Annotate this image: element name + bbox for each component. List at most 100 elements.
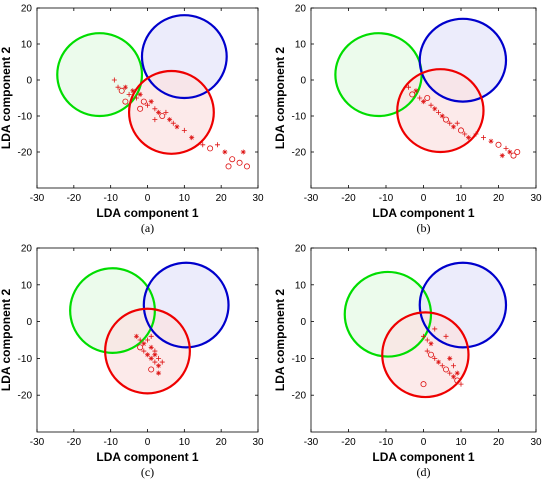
data-point — [111, 77, 117, 83]
data-point — [436, 109, 441, 115]
data-point — [174, 124, 180, 130]
class-region-circle-0 — [69, 267, 156, 354]
x-tick-label: -20 — [341, 193, 356, 204]
x-tick-label: -20 — [67, 193, 82, 204]
data-point — [481, 135, 486, 141]
x-tick-label: 30 — [530, 437, 542, 448]
x-tick-label: 0 — [421, 437, 427, 448]
data-point — [495, 141, 502, 148]
data-point — [454, 377, 461, 384]
data-point — [499, 153, 505, 159]
class-region-fill-2 — [105, 308, 190, 394]
data-point — [145, 337, 150, 343]
data-point — [432, 326, 438, 332]
data-point — [503, 145, 509, 151]
x-axis-label: LDA component 1 — [372, 450, 475, 464]
class-region-circle-0 — [343, 270, 433, 358]
x-tick-label: 0 — [421, 193, 427, 204]
x-tick-label: -30 — [304, 437, 319, 448]
data-point — [432, 106, 438, 112]
data-point — [421, 99, 426, 105]
data-point — [447, 120, 453, 126]
data-point — [439, 363, 445, 369]
data-point — [428, 341, 434, 347]
data-point — [466, 135, 471, 141]
data-point — [214, 142, 220, 148]
y-tick-label: 20 — [21, 244, 33, 255]
data-point — [454, 370, 460, 376]
x-tick-label: 0 — [145, 437, 151, 448]
data-point — [118, 87, 125, 94]
x-tick-label: -10 — [103, 437, 118, 448]
y-tick-label: 0 — [26, 76, 32, 87]
y-tick-label: 20 — [295, 244, 307, 255]
class-region-circle-1 — [418, 261, 508, 349]
x-tick-label: 20 — [493, 193, 505, 204]
data-point — [409, 91, 416, 98]
x-tick-label: -10 — [379, 193, 394, 204]
class-region-circle-2 — [127, 69, 215, 155]
data-point — [159, 113, 166, 120]
class-region-fill-2 — [382, 312, 469, 398]
data-point — [133, 333, 139, 339]
data-point — [243, 163, 250, 170]
data-point — [200, 142, 206, 148]
x-tick-label: -30 — [30, 193, 45, 204]
class-region-fill-0 — [57, 33, 142, 116]
data-point — [156, 355, 162, 361]
data-point — [451, 363, 456, 369]
class-region-circle-2 — [104, 307, 191, 395]
data-point — [189, 135, 195, 141]
x-tick-label: 10 — [455, 193, 467, 204]
chart-panel-a: -30 -20 -10 0 10 20 30 20 10 0 -10 -20 LDA component… — [0, 4, 264, 236]
y-tick-label: 20 — [295, 4, 307, 15]
x-tick-label: -30 — [304, 193, 319, 204]
data-point — [457, 127, 464, 134]
data-point — [428, 102, 434, 108]
plot-area — [69, 261, 230, 395]
data-point — [156, 109, 162, 115]
data-point — [130, 88, 136, 94]
data-point — [458, 381, 464, 387]
data-point — [148, 99, 154, 105]
data-point — [145, 102, 150, 108]
y-tick-label: -10 — [292, 354, 307, 365]
panel-caption: (d) — [417, 465, 431, 479]
y-tick-label: -20 — [18, 391, 33, 402]
y-tick-label: -10 — [18, 112, 33, 123]
data-point — [451, 374, 456, 380]
x-tick-label: -20 — [67, 437, 82, 448]
x-tick-label: 30 — [252, 193, 264, 204]
chart-panel-d: -30 -20 -10 0 10 20 30 20 10 0 -10 -20 LDA component… — [273, 244, 542, 480]
data-point — [417, 95, 423, 101]
data-point — [148, 355, 154, 361]
y-tick-label: 0 — [26, 317, 32, 328]
x-tick-label: 10 — [455, 437, 467, 448]
data-point — [240, 149, 246, 155]
y-tick-label: -20 — [18, 148, 33, 159]
y-tick-label: -20 — [292, 391, 307, 402]
class-region-circle-1 — [142, 261, 230, 349]
data-point — [156, 363, 162, 369]
data-point — [443, 333, 449, 339]
data-point — [436, 359, 441, 365]
data-point — [126, 91, 132, 97]
y-tick-label: 10 — [295, 40, 307, 51]
data-point — [167, 117, 173, 123]
data-point — [137, 344, 144, 351]
x-tick-label: -10 — [103, 193, 118, 204]
class-region-circle-2 — [396, 68, 485, 154]
data-point — [510, 152, 517, 159]
data-point — [424, 95, 431, 102]
chart-panel-c: -30 -20 -10 0 10 20 30 20 10 0 -10 -20 LDA component… — [0, 244, 264, 480]
x-tick-label: 30 — [252, 437, 264, 448]
data-point — [145, 352, 150, 358]
y-tick-label: 10 — [295, 280, 307, 291]
data-point — [236, 159, 243, 166]
x-axis-label: LDA component 1 — [96, 206, 199, 220]
data-point — [141, 348, 147, 354]
x-tick-label: -30 — [30, 437, 45, 448]
y-tick-label: 20 — [21, 4, 33, 15]
y-tick-label: 10 — [21, 40, 33, 51]
data-point — [137, 91, 143, 97]
